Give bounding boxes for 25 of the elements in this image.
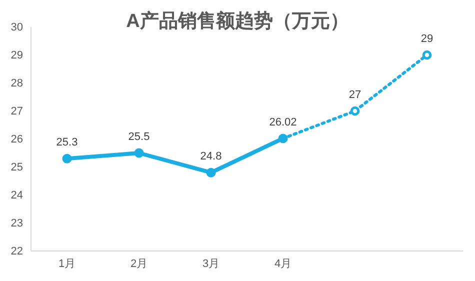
x-tick-label: 4月 (274, 258, 292, 270)
x-tick-label: 1月 (58, 258, 76, 270)
point (350, 106, 360, 116)
data-label: 29 (420, 33, 434, 45)
y-tick-label: 25 (10, 162, 23, 174)
y-tick-label: 23 (10, 218, 23, 230)
y-tick-label: 29 (10, 50, 23, 62)
chart-title: A产品销售额趋势（万元） (126, 10, 349, 32)
x-tick-label: 2月 (130, 258, 148, 270)
y-tick-label: 24 (10, 190, 23, 202)
point (422, 50, 432, 60)
point (62, 154, 72, 164)
y-tick-label: 28 (10, 78, 23, 90)
point (134, 148, 144, 158)
data-label: 24.8 (200, 150, 222, 163)
data-label: 27 (348, 89, 362, 101)
data-label: 25.5 (128, 131, 150, 143)
y-tick-label: 30 (10, 22, 23, 34)
point (206, 168, 216, 178)
y-tick-label: 27 (10, 106, 23, 118)
y-tick-label: 22 (10, 246, 23, 258)
y-tick-label: 26 (10, 134, 23, 146)
data-label: 26.02 (269, 116, 297, 128)
data-label: 25.3 (56, 136, 78, 149)
x-tick-label: 3月 (202, 258, 220, 270)
